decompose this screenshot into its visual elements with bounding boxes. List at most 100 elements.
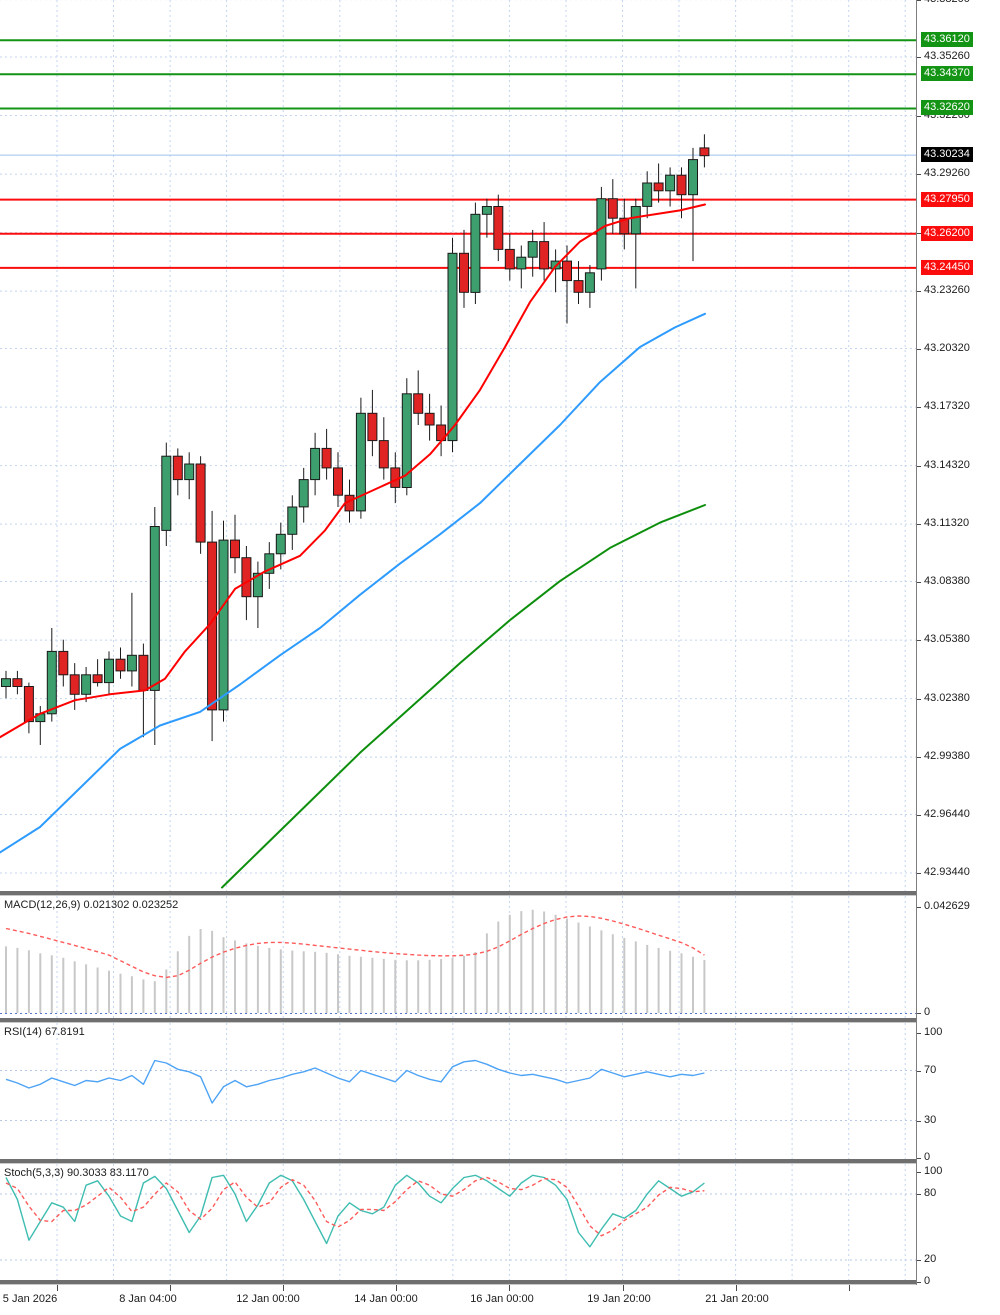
time-axis-label: 5 Jan 2026 <box>2 1293 58 1305</box>
candle-body-down <box>195 463 206 543</box>
price-tick-label: 43.29260 <box>924 167 970 179</box>
candle-body-up <box>355 412 366 512</box>
price-level-badge: 43.27950 <box>921 192 973 207</box>
candle-body-up <box>516 256 527 270</box>
panel-separator[interactable] <box>0 891 1000 896</box>
axis-tick-mark <box>917 1071 921 1072</box>
horizontal-gridlines <box>0 0 916 874</box>
axis-tick-mark <box>917 1033 921 1034</box>
candle-body-up <box>218 539 229 711</box>
candle-body-down <box>92 674 103 684</box>
candlestick-chart-canvas <box>0 0 916 891</box>
rsi-axis-label: 100 <box>924 1026 943 1038</box>
rsi-indicator-pane[interactable]: RSI(14) 67.8191 <box>0 1023 916 1159</box>
rsi-chart-canvas <box>0 1023 916 1159</box>
candle-body-up <box>264 553 275 574</box>
candle-body-down <box>58 650 69 676</box>
candle-body-up <box>1 678 11 688</box>
candle-body-down <box>676 174 687 196</box>
candle-body-down <box>12 678 23 688</box>
price-tick-label: 43.23260 <box>924 284 970 296</box>
candle-body-up <box>275 533 286 555</box>
candle-body-down <box>573 280 584 293</box>
ma-slow-green-moving-average <box>221 504 706 889</box>
candle-body-up <box>126 654 137 672</box>
candle-body-up <box>161 455 172 531</box>
rsi-line <box>5 1059 705 1104</box>
panel-separator[interactable] <box>0 1280 1000 1285</box>
axis-tick-mark <box>917 1013 921 1014</box>
time-tick-mark <box>170 1285 171 1291</box>
price-tick-label: 43.02380 <box>924 692 970 704</box>
macd-label: MACD(12,26,9) 0.021302 0.023252 <box>4 899 179 911</box>
axis-tick-mark <box>917 466 921 467</box>
price-level-badge: 43.36120 <box>921 32 973 47</box>
stochastic-indicator-pane[interactable]: Stoch(5,3,3) 90.3033 83.1170 <box>0 1164 916 1280</box>
axis-tick-mark <box>917 907 921 908</box>
candle-body-down <box>138 654 149 691</box>
macd-histogram <box>5 909 706 1013</box>
axis-tick-mark <box>917 0 921 1</box>
candle-body-up <box>104 658 114 684</box>
axis-tick-mark <box>917 699 921 700</box>
candle-body-up <box>596 198 607 270</box>
candle-body-up <box>481 206 492 215</box>
candle-body-down <box>459 252 469 293</box>
vertical-gridlines <box>56 1023 906 1159</box>
vertical-gridlines <box>56 1164 906 1280</box>
candle-body-down <box>23 686 34 723</box>
time-tick-mark <box>509 1285 510 1291</box>
macd-indicator-pane[interactable]: MACD(12,26,9) 0.021302 0.023252 <box>0 896 916 1018</box>
time-axis-label: 14 Jan 00:00 <box>354 1293 418 1305</box>
price-tick-label: 43.17320 <box>924 400 970 412</box>
candle-body-up <box>287 506 298 535</box>
candle-body-down <box>413 393 424 414</box>
candle-body-up <box>470 213 481 293</box>
candle-body-up <box>630 206 641 235</box>
macd-axis-label: 0 <box>924 1006 931 1018</box>
candle-body-down <box>230 539 240 559</box>
macd-signal-line <box>5 915 705 979</box>
axis-tick-mark <box>917 1282 921 1283</box>
price-level-badge: 43.24450 <box>921 260 973 275</box>
price-axis[interactable]: 43.3820043.3526043.3226043.2926043.26260… <box>916 0 1000 1287</box>
ma-fast-red-moving-average <box>0 203 706 739</box>
time-axis[interactable]: 5 Jan 2026 8 Jan 04:00 12 Jan 00:00 14 Jan … <box>0 1285 1000 1315</box>
panel-separator[interactable] <box>0 1018 1000 1023</box>
stochastic-axis-label: 100 <box>924 1165 943 1177</box>
panel-separator[interactable] <box>0 1159 1000 1164</box>
candle-body-up <box>184 463 195 481</box>
candle-body-down <box>69 674 80 695</box>
price-tick-label: 43.20320 <box>924 342 970 354</box>
candlesticks <box>1 134 710 745</box>
stochastic-axis-label: 20 <box>924 1253 937 1265</box>
stochastic-label: Stoch(5,3,3) 90.3033 83.1170 <box>4 1167 149 1179</box>
axis-tick-mark <box>917 1121 921 1122</box>
stochastic-axis-label: 0 <box>924 1275 931 1287</box>
candle-body-down <box>607 198 618 219</box>
candle-body-down <box>172 455 183 481</box>
time-axis-label: 16 Jan 00:00 <box>470 1293 534 1305</box>
candle-body-up <box>584 272 595 293</box>
price-level-badge: 43.32620 <box>921 100 973 115</box>
rsi-label: RSI(14) 67.8191 <box>4 1026 85 1038</box>
candle-body-down <box>333 467 343 496</box>
candle-body-down <box>699 147 710 157</box>
axis-tick-mark <box>917 57 921 58</box>
rsi-axis-label: 0 <box>924 1151 931 1163</box>
price-chart-pane[interactable] <box>0 0 916 891</box>
axis-tick-mark <box>917 582 921 583</box>
candle-body-down <box>241 557 252 598</box>
candle-body-down <box>539 241 550 270</box>
axis-tick-mark <box>917 757 921 758</box>
stochastic-chart-canvas <box>0 1164 916 1280</box>
rsi-guides <box>0 1070 916 1121</box>
candle-body-down <box>493 206 504 250</box>
axis-tick-mark <box>917 1158 921 1159</box>
candle-body-down <box>378 440 389 469</box>
axis-tick-mark <box>917 524 921 525</box>
price-tick-label: 42.96440 <box>924 808 970 820</box>
time-tick-mark <box>623 1285 624 1291</box>
price-level-badge: 43.34370 <box>921 66 973 81</box>
